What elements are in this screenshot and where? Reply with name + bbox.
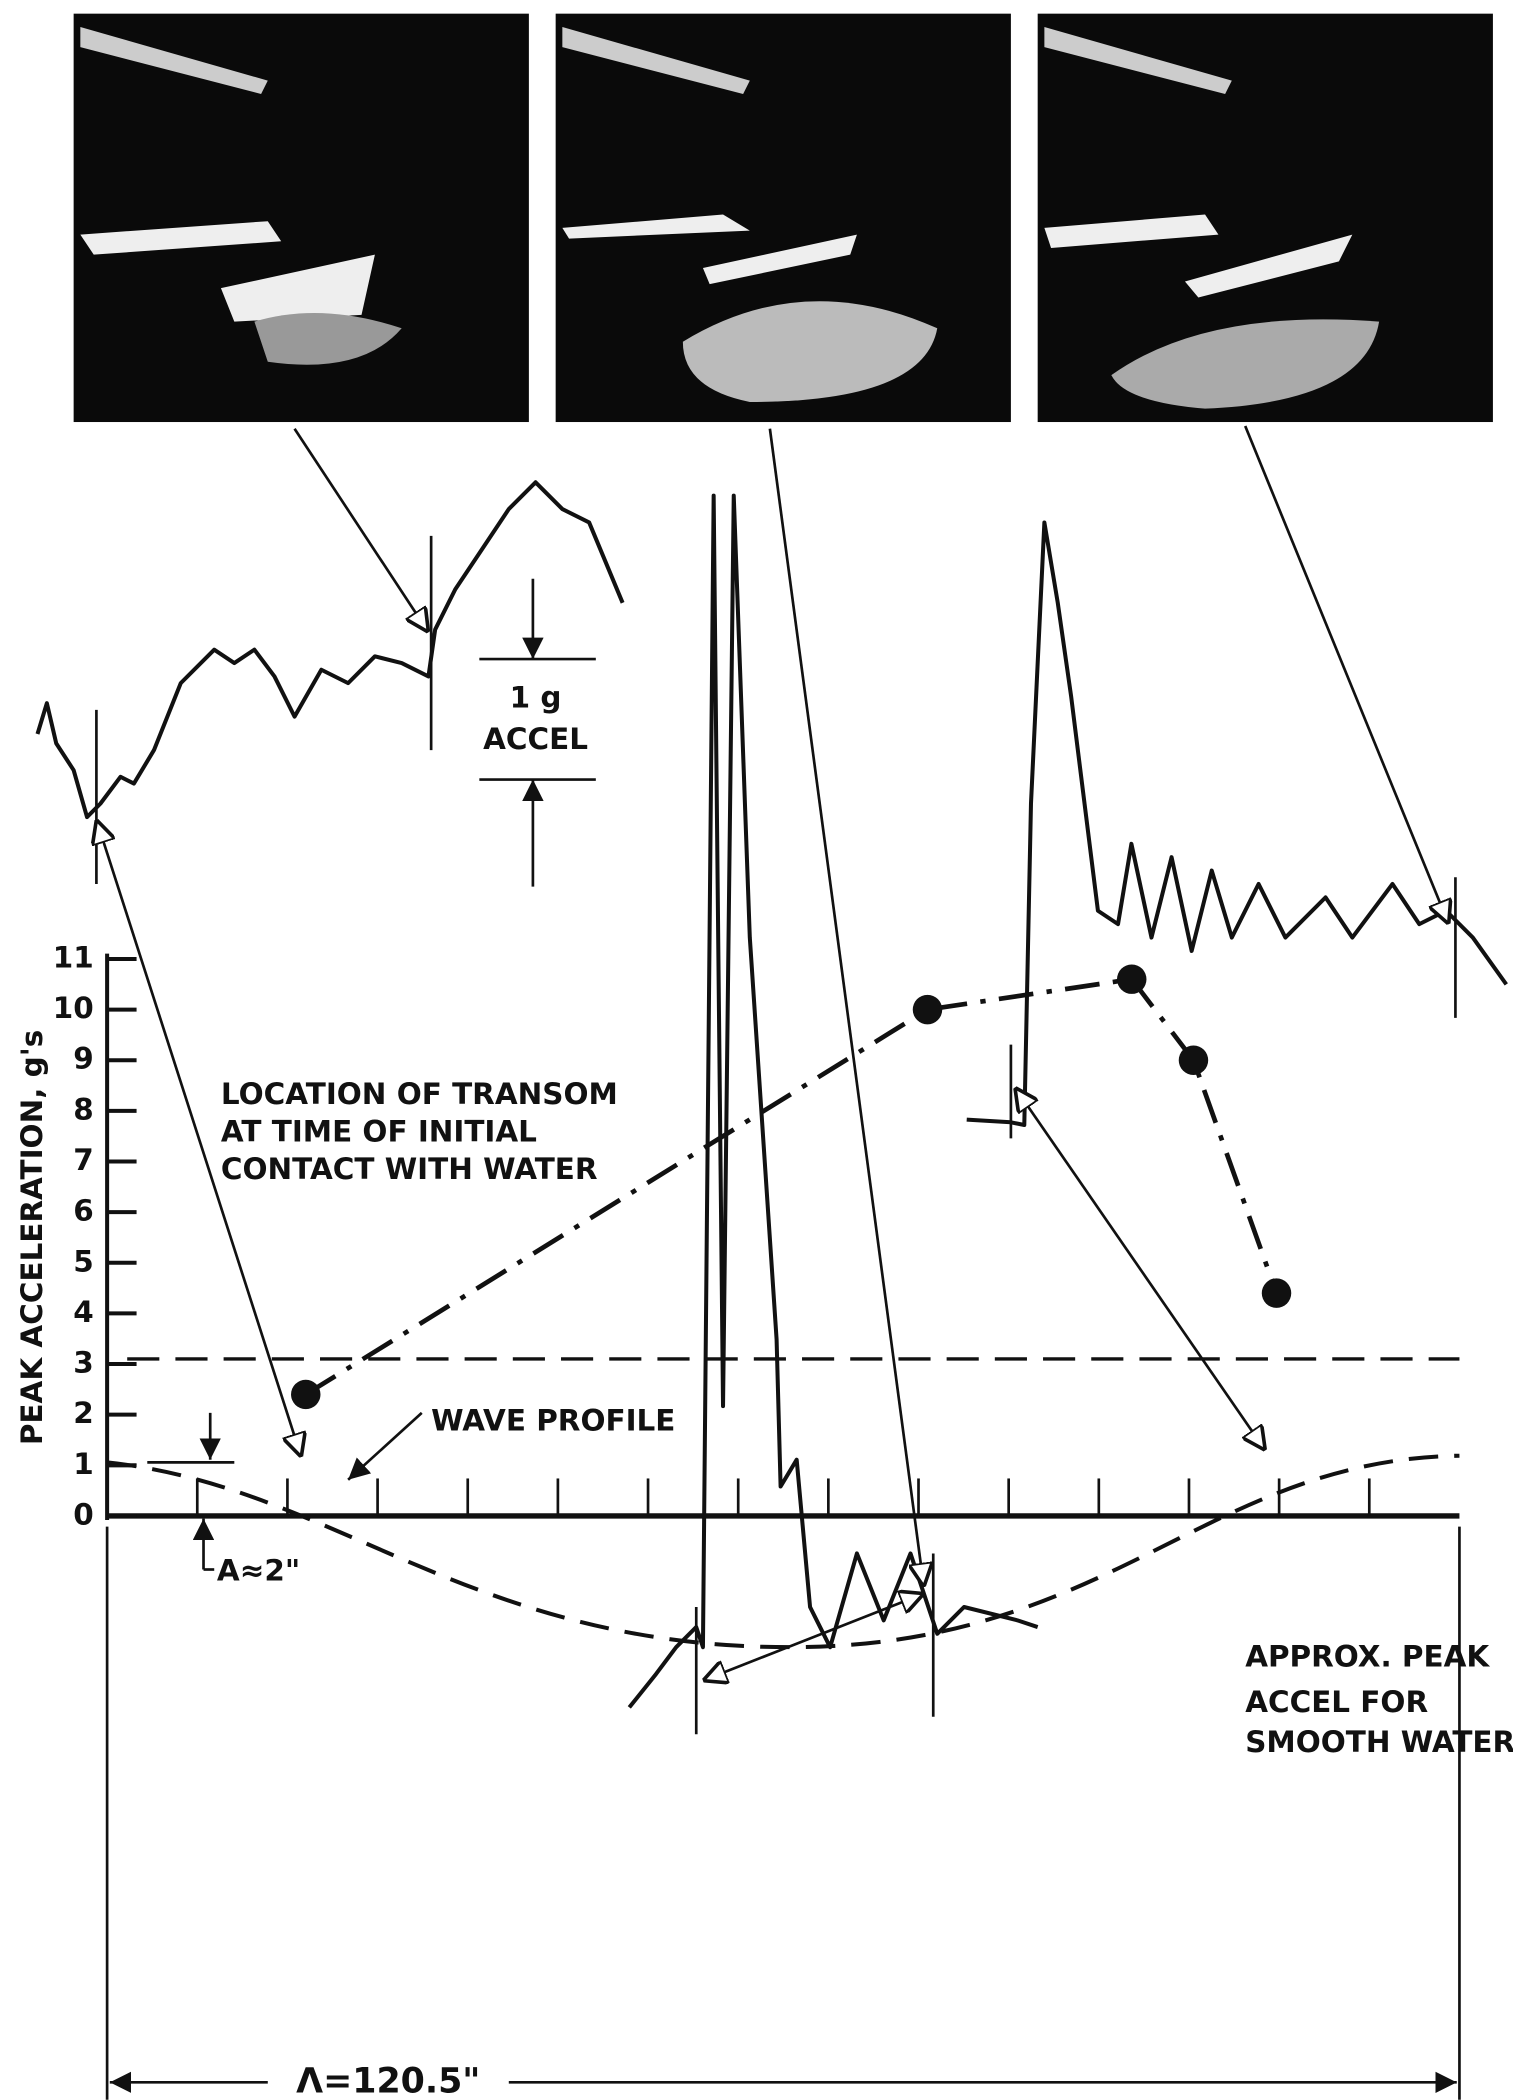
photos (74, 14, 1493, 422)
data-point (1179, 1045, 1208, 1074)
wavelength-label: Λ=120.5" (296, 2061, 480, 2100)
y-tick-label: 7 (73, 1143, 93, 1177)
data-point (1117, 964, 1146, 993)
reference-label: APPROX. PEAK (1245, 1639, 1490, 1673)
reference-label: SMOOTH WATER (1245, 1725, 1513, 1759)
pointer-arrows (96, 426, 1448, 1681)
y-tick-label: 1 (73, 1447, 93, 1481)
scale-label: ACCEL (483, 722, 588, 756)
scale-label: 1 g (510, 681, 562, 715)
note: CONTACT WITH WATER (221, 1152, 598, 1186)
data-line (306, 979, 1277, 1394)
y-tick-label: 4 (73, 1295, 93, 1329)
wave-label-leader (348, 1413, 422, 1480)
reference-label: ACCEL FOR (1245, 1685, 1428, 1719)
data-point (291, 1380, 320, 1409)
trace (967, 522, 1507, 1125)
y-tick-label: 3 (73, 1346, 93, 1380)
note: LOCATION OF TRANSOM (221, 1077, 618, 1111)
amplitude-marker (147, 1413, 234, 1570)
data-point (1262, 1278, 1291, 1307)
wavelength-dimension (107, 1527, 1459, 2100)
trace (629, 496, 1037, 1708)
y-tick-label: 6 (73, 1194, 93, 1228)
note: AT TIME OF INITIAL (221, 1115, 537, 1149)
chart: 1 g ACCEL WAVE PROFILE A≈2" Λ=120.5" PEA… (0, 0, 1513, 2100)
y-tick-label: 0 (73, 1497, 93, 1531)
amplitude-label: A≈2" (217, 1554, 300, 1588)
y-tick-label: 10 (53, 991, 94, 1025)
y-tick-label: 8 (73, 1092, 93, 1126)
y-tick-label: 5 (73, 1244, 93, 1278)
y-tick-label: 2 (73, 1396, 93, 1430)
y-axis-label: PEAK ACCELERATION, g's (15, 1030, 49, 1445)
wave-label: WAVE PROFILE (431, 1404, 675, 1438)
trace (37, 482, 622, 817)
y-tick-label: 11 (53, 940, 94, 974)
y-tick-label: 9 (73, 1042, 93, 1076)
data-point (913, 995, 942, 1024)
